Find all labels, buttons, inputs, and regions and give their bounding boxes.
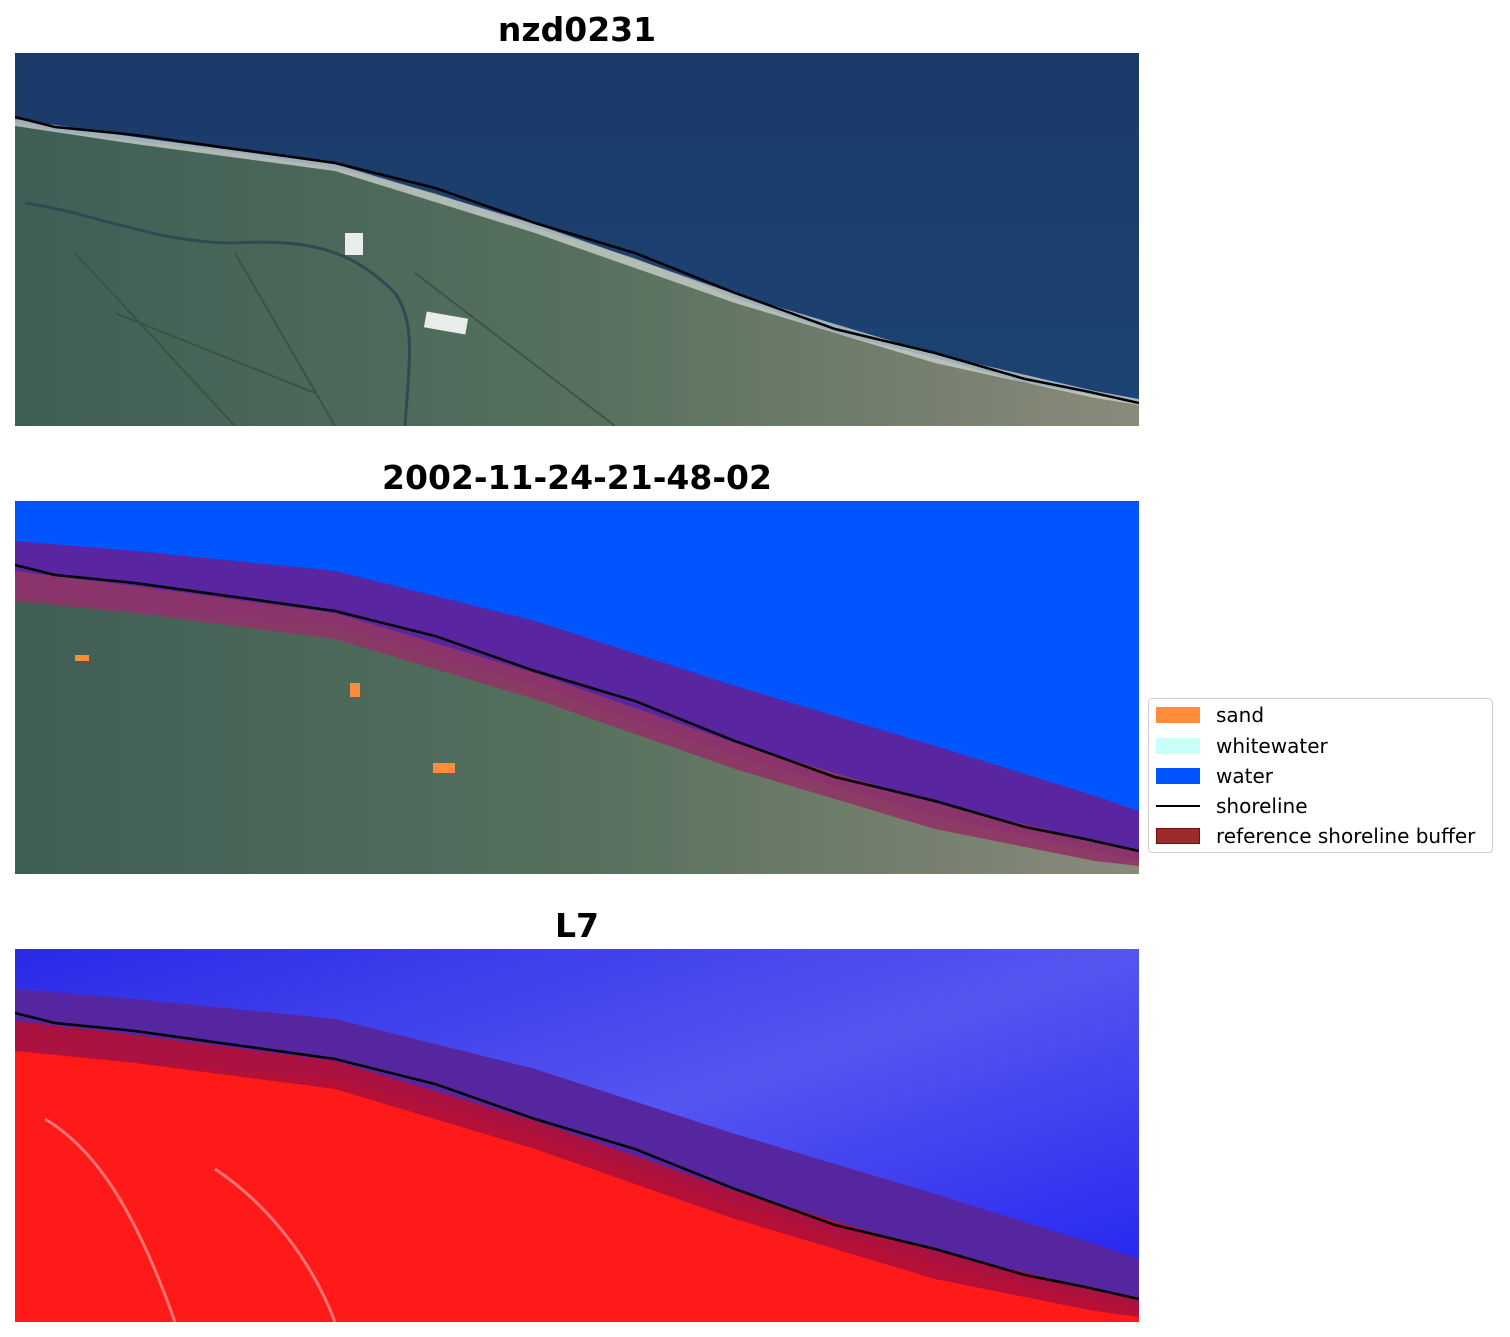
bright-patch — [345, 233, 363, 255]
legend-label: reference shoreline buffer — [1216, 824, 1476, 848]
land-area — [15, 123, 1139, 426]
legend-label: shoreline — [1216, 794, 1308, 818]
legend-label: sand — [1216, 703, 1265, 727]
index-land-texture — [44, 1117, 337, 1322]
rgb-satellite-image — [15, 53, 1139, 426]
shoreline — [15, 115, 1139, 405]
water-swatch — [1156, 768, 1200, 784]
whitewater-swatch — [1156, 738, 1200, 754]
buffer-swatch — [1156, 828, 1200, 844]
buffer-over-land — [15, 571, 1139, 866]
panel-2-title: 2002-11-24-21-48-02 — [382, 458, 772, 497]
legend: sand whitewater water shoreline referenc… — [1148, 698, 1493, 853]
sand-pixels — [75, 655, 89, 661]
shoreline — [15, 1011, 1139, 1301]
classified-image — [15, 501, 1139, 874]
legend-item-water: water — [1156, 764, 1273, 788]
river — [24, 201, 411, 426]
legend-label: whitewater — [1216, 734, 1328, 758]
bright-patch — [423, 311, 469, 335]
panel-3-title: L7 — [555, 906, 599, 945]
field-boundaries — [74, 252, 616, 426]
l7-index-image — [15, 949, 1139, 1322]
sand-swatch — [1156, 707, 1200, 723]
rgb-image-panel — [15, 53, 1139, 426]
shoreline — [15, 563, 1139, 853]
l7-index-panel — [15, 949, 1139, 1322]
sand-pixels — [433, 763, 455, 773]
legend-item-shoreline: shoreline — [1156, 794, 1308, 818]
legend-item-reference-buffer: reference shoreline buffer — [1156, 824, 1476, 848]
panel-1-title: nzd0231 — [497, 10, 657, 49]
classification-panel — [15, 501, 1139, 874]
legend-item-whitewater: whitewater — [1156, 734, 1328, 758]
buffer-over-land — [15, 1021, 1139, 1317]
legend-label: water — [1216, 764, 1273, 788]
sand-pixels — [350, 683, 360, 697]
shoreline-line-swatch — [1156, 805, 1200, 807]
legend-item-sand: sand — [1156, 703, 1265, 727]
